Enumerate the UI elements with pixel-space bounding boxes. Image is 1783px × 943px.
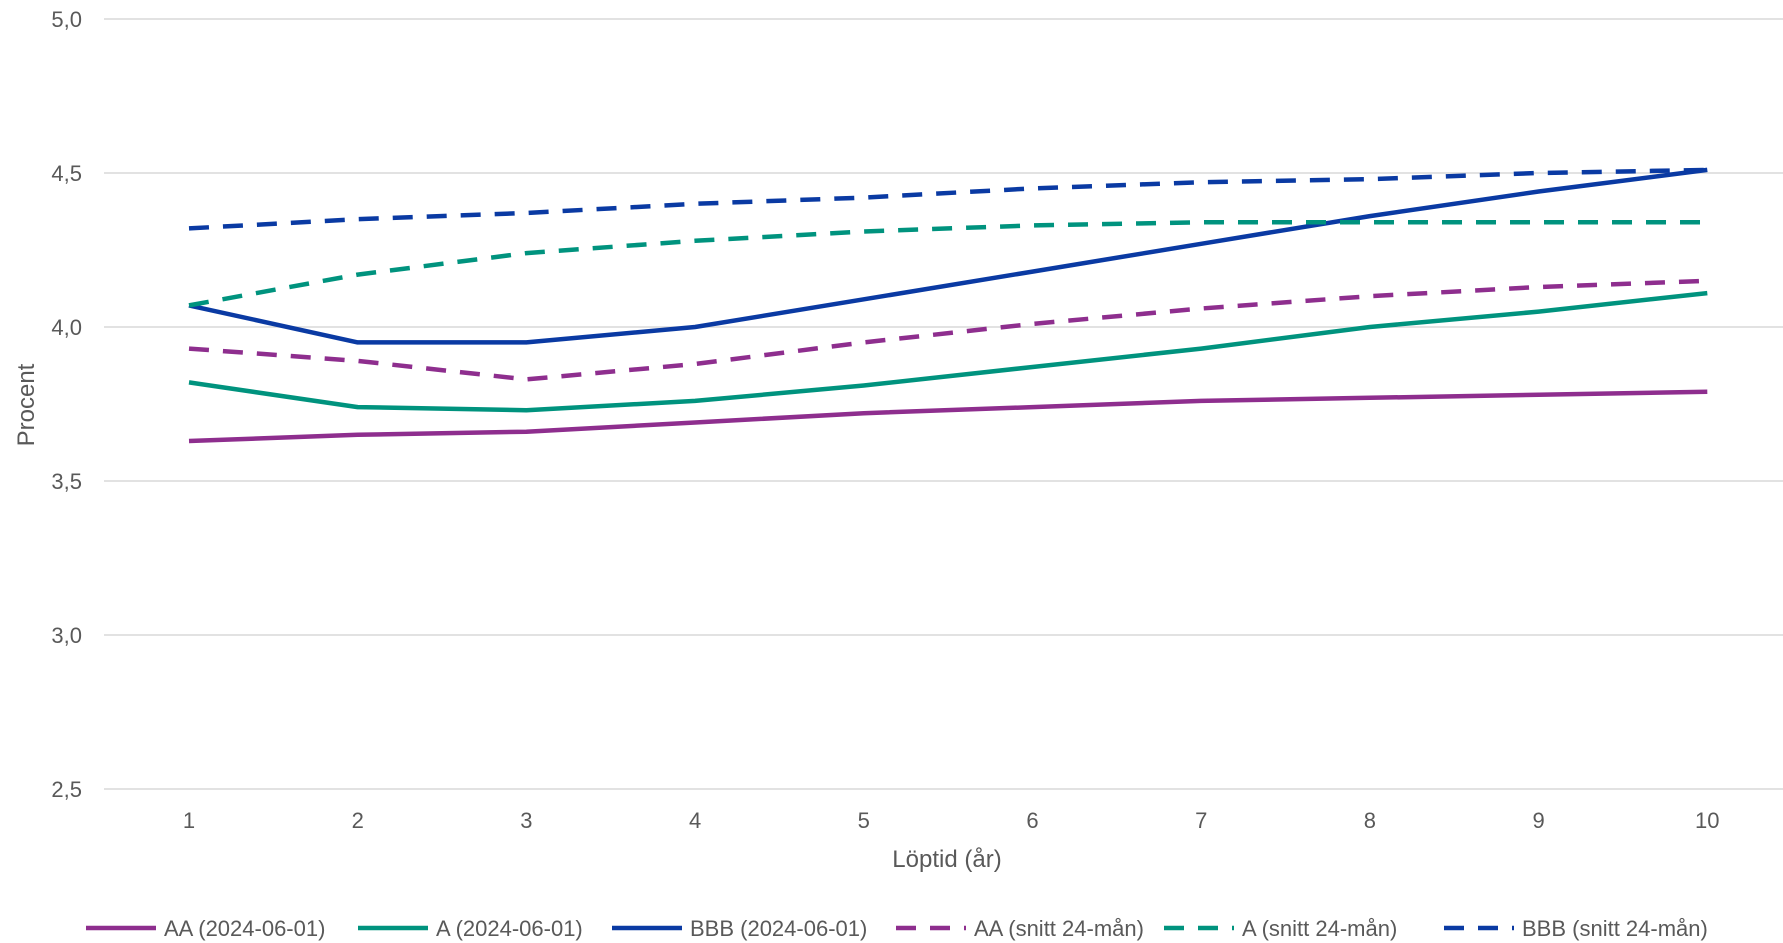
- series-line-6: [188, 167, 1708, 231]
- legend-label: AA (snitt 24-mån): [974, 916, 1144, 941]
- y-tick-label: 2,5: [51, 777, 82, 802]
- x-axis-ticks: 1 2 3 4 5 6 7 8 9 10: [183, 808, 1720, 833]
- legend-label: BBB (2024-06-01): [690, 916, 867, 941]
- legend-label: AA (2024-06-01): [164, 916, 325, 941]
- legend: AA (2024-06-01) A (2024-06-01) BBB (2024-0…: [86, 916, 1708, 941]
- x-tick-label: 2: [352, 808, 364, 833]
- y-tick-label: 3,0: [51, 623, 82, 648]
- legend-label: BBB (snitt 24-mån): [1522, 916, 1708, 941]
- x-tick-label: 7: [1195, 808, 1207, 833]
- series-lines: [188, 167, 1708, 444]
- series-line-4: [188, 278, 1708, 382]
- x-tick-label: 6: [1026, 808, 1038, 833]
- legend-label: A (snitt 24-mån): [1242, 916, 1397, 941]
- y-tick-label: 3,5: [51, 469, 82, 494]
- x-tick-label: 3: [520, 808, 532, 833]
- x-tick-label: 9: [1532, 808, 1544, 833]
- x-tick-label: 10: [1695, 808, 1719, 833]
- gridlines: [104, 18, 1783, 790]
- y-tick-label: 4,5: [51, 161, 82, 186]
- x-tick-label: 4: [689, 808, 701, 833]
- y-axis-ticks: 2,5 3,0 3,5 4,0 4,5 5,0: [51, 7, 82, 802]
- legend-label: A (2024-06-01): [436, 916, 583, 941]
- y-tick-label: 5,0: [51, 7, 82, 32]
- x-axis-title: Löptid (år): [892, 846, 1001, 873]
- series-line-2: [188, 290, 1708, 413]
- x-tick-label: 1: [183, 808, 195, 833]
- x-tick-label: 8: [1364, 808, 1376, 833]
- y-tick-label: 4,0: [51, 315, 82, 340]
- series-line-3: [188, 167, 1708, 345]
- x-tick-label: 5: [858, 808, 870, 833]
- series-line-1: [188, 389, 1708, 444]
- series-line-5: [188, 220, 1708, 308]
- y-axis-title: Procent: [13, 363, 40, 446]
